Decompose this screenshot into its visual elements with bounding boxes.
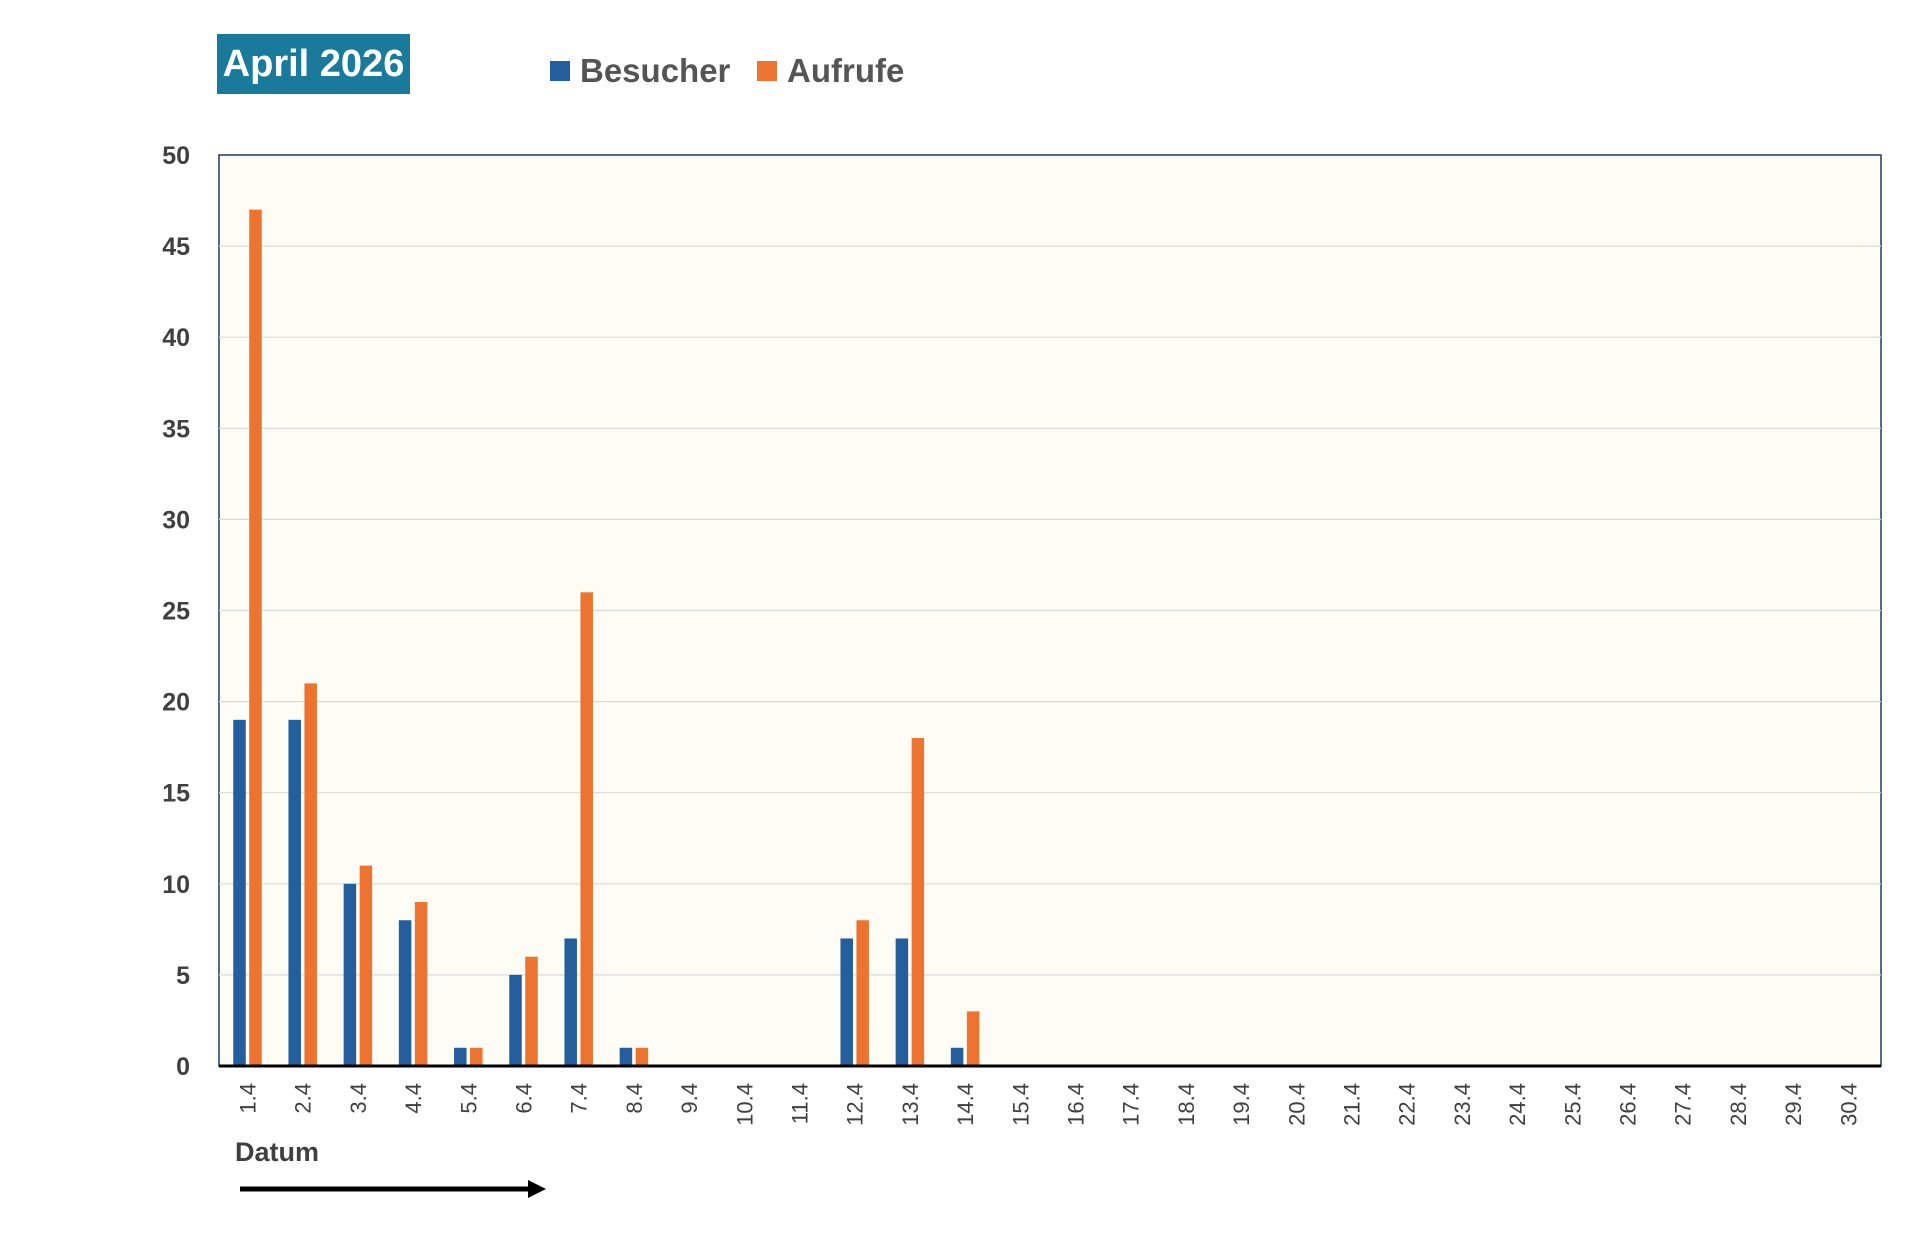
bar-besucher-5-4 [454,1047,467,1066]
bar-aufrufe-1-4 [249,209,262,1066]
legend-item-aufrufe: Aufrufe [757,46,904,96]
x-tick-label: 26.4 [1616,1083,1641,1126]
x-tick-label: 2.4 [291,1083,316,1114]
x-tick-label: 4.4 [401,1083,426,1114]
bar-besucher-8-4 [619,1047,633,1066]
bar-besucher-14-4 [950,1047,964,1066]
x-tick-label: 19.4 [1229,1083,1254,1126]
x-axis-label: Datum [235,1137,319,1167]
bar-aufrufe-7-4 [580,592,593,1066]
x-tick-label: 15.4 [1008,1083,1033,1126]
y-tick-label: 10 [162,871,190,899]
x-tick-label: 3.4 [346,1083,371,1114]
x-tick-label: 24.4 [1505,1083,1530,1126]
bar-besucher-12-4 [840,938,853,1066]
x-tick-label: 17.4 [1119,1083,1144,1126]
y-tick-label: 50 [162,142,190,170]
x-tick-label: 20.4 [1284,1083,1309,1126]
bar-aufrufe-14-4 [966,1011,980,1066]
bar-aufrufe-5-4 [470,1047,483,1066]
x-tick-label: 23.4 [1450,1083,1475,1126]
x-tick-label: 13.4 [898,1083,923,1126]
legend-swatch-besucher [550,61,570,81]
legend-label-aufrufe: Aufrufe [787,52,905,89]
bar-besucher-6-4 [509,974,522,1066]
bar-aufrufe-12-4 [856,920,869,1066]
bar-besucher-3-4 [343,883,357,1066]
y-tick-label: 35 [162,415,190,443]
x-tick-label: 1.4 [236,1083,261,1114]
bars [233,209,980,1066]
x-tick-label: 21.4 [1340,1083,1365,1126]
bar-besucher-1-4 [233,719,246,1066]
bar-aufrufe-6-4 [525,956,538,1066]
bar-aufrufe-3-4 [359,865,373,1066]
y-axis: 0 5 10 15 20 25 30 35 40 45 50 [162,142,190,1081]
bar-besucher-7-4 [564,938,577,1066]
x-tick-label: 29.4 [1781,1083,1806,1126]
y-tick-label: 40 [162,324,190,352]
x-axis: 1.4 2.4 3.4 4.4 5.4 6.4 7.4 8.4 9.4 10.4 11.4 12.4 1… [219,1064,1881,1126]
y-tick-label: 20 [162,689,190,717]
x-tick-label: 22.4 [1395,1083,1420,1126]
arrow-right-icon [240,1180,546,1198]
y-tick-label: 45 [162,233,190,261]
x-tick-label: 9.4 [677,1083,702,1114]
x-tick-label: 30.4 [1836,1083,1861,1126]
bar-aufrufe-13-4 [911,738,925,1066]
y-tick-label: 0 [176,1053,190,1081]
y-tick-label: 30 [162,506,190,534]
x-tick-label: 12.4 [843,1083,868,1126]
x-tick-label: 16.4 [1064,1083,1089,1126]
x-tick-label: 11.4 [788,1083,813,1124]
bar-aufrufe-2-4 [304,683,317,1066]
y-tick-label: 5 [176,962,190,990]
x-tick-label: 27.4 [1671,1083,1696,1126]
y-tick-label: 15 [162,780,190,808]
x-tick-label: 25.4 [1560,1083,1585,1126]
x-tick-label: 6.4 [512,1083,537,1114]
chart-title: April 2026 [217,34,410,94]
bar-besucher-2-4 [288,719,301,1066]
x-tick-label: 14.4 [953,1083,978,1126]
legend-item-besucher: Besucher [550,46,730,96]
x-tick-label: 10.4 [732,1083,757,1126]
x-tick-label: 28.4 [1726,1083,1751,1126]
bar-aufrufe-8-4 [635,1047,649,1066]
x-tick-label: 5.4 [456,1083,481,1114]
x-tick-label: 7.4 [567,1083,592,1114]
gridlines [219,245,1881,976]
legend-swatch-aufrufe [757,61,777,81]
bar-aufrufe-4-4 [414,902,428,1066]
y-tick-label: 25 [162,598,190,626]
legend-label-besucher: Besucher [580,52,731,89]
x-tick-label: 8.4 [622,1083,647,1114]
x-tick-label: 18.4 [1174,1083,1199,1126]
bar-besucher-4-4 [398,920,412,1066]
bar-besucher-13-4 [895,938,909,1066]
